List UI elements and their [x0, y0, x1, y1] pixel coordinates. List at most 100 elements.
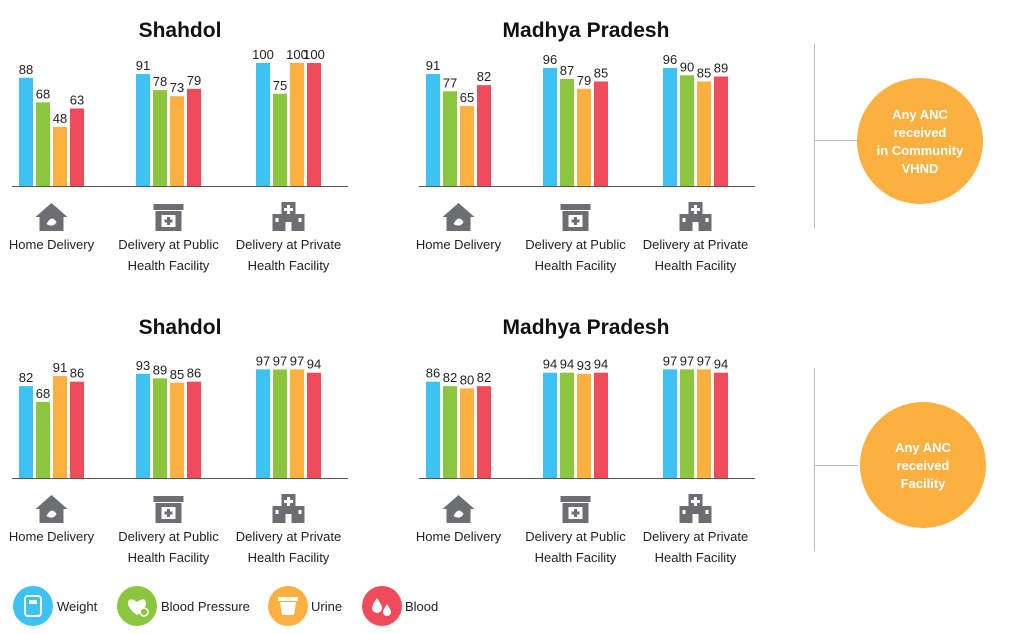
legend-item: Blood Pressure — [117, 586, 250, 626]
annotation-text: VHND — [902, 161, 939, 176]
bar — [187, 88, 201, 186]
category-label: Delivery at Public — [525, 237, 626, 252]
category-label: Health Facility — [535, 550, 617, 565]
home-icon — [442, 495, 475, 523]
category-label: Health Facility — [248, 550, 330, 565]
bar — [697, 81, 711, 186]
data-label: 65 — [460, 90, 474, 105]
data-label: 89 — [714, 61, 728, 76]
bar — [136, 74, 150, 186]
legend-item: Weight — [13, 586, 98, 626]
category-label: Health Facility — [535, 258, 617, 273]
bar — [273, 93, 287, 186]
data-label: 94 — [714, 357, 728, 372]
data-label: 68 — [36, 386, 50, 401]
bar — [53, 376, 67, 478]
bar — [36, 401, 50, 478]
bar — [19, 77, 33, 186]
data-label: 78 — [153, 74, 167, 89]
data-label: 94 — [594, 357, 608, 372]
data-label: 100 — [286, 47, 308, 62]
bar — [560, 372, 574, 478]
bar — [543, 372, 557, 478]
data-label: 79 — [577, 73, 591, 88]
data-label: 82 — [477, 370, 491, 385]
public-facility-icon — [560, 496, 591, 523]
bar — [560, 78, 574, 186]
data-label: 85 — [697, 65, 711, 80]
bar — [70, 108, 84, 186]
annotation-text: Any ANC — [895, 440, 951, 455]
bar — [443, 91, 457, 186]
category-label: Home Delivery — [416, 529, 502, 544]
data-label: 97 — [697, 353, 711, 368]
bar — [443, 386, 457, 478]
bar — [290, 63, 304, 186]
data-label: 97 — [256, 353, 270, 368]
home-icon — [442, 203, 475, 231]
category-label: Health Facility — [248, 258, 330, 273]
category-label: Health Facility — [128, 550, 210, 565]
bar — [680, 369, 694, 478]
bar — [663, 369, 677, 478]
category-annotation: Any ANC received Facility — [814, 368, 986, 551]
category-label: Home Delivery — [9, 237, 95, 252]
data-label: 97 — [680, 353, 694, 368]
data-label: 85 — [170, 367, 184, 382]
private-hospital-icon — [272, 202, 305, 231]
annotation-circle — [857, 78, 983, 204]
category-label: Delivery at Private — [236, 237, 341, 252]
bar — [426, 74, 440, 186]
data-label: 80 — [460, 372, 474, 387]
bar — [153, 90, 167, 186]
data-label: 86 — [187, 366, 201, 381]
bar — [170, 382, 184, 478]
bar — [307, 372, 321, 478]
private-hospital-icon — [679, 494, 712, 523]
category-label: Delivery at Private — [643, 237, 748, 252]
bar — [577, 88, 591, 186]
category-label: Health Facility — [655, 258, 737, 273]
data-label: 97 — [273, 353, 287, 368]
category-label: Delivery at Private — [643, 529, 748, 544]
bar — [594, 372, 608, 478]
bar — [577, 373, 591, 478]
annotation-circle — [860, 402, 986, 528]
urine-cup-icon — [278, 597, 298, 615]
weight-scale-icon — [24, 595, 42, 617]
category-label: Health Facility — [128, 258, 210, 273]
data-label: 91 — [136, 58, 150, 73]
data-label: 79 — [187, 73, 201, 88]
annotation-text: received — [894, 125, 947, 140]
data-label: 82 — [477, 69, 491, 84]
chart-title: Shahdol — [139, 316, 222, 339]
bar — [273, 369, 287, 478]
category-annotation: Any ANC received in Community VHND — [814, 44, 983, 228]
bar — [170, 96, 184, 186]
data-label: 89 — [153, 362, 167, 377]
bar — [460, 106, 474, 186]
data-label: 100 — [303, 47, 325, 62]
legend-swatch — [362, 586, 402, 626]
bar — [256, 63, 270, 186]
bar — [256, 369, 270, 478]
category-label: Delivery at Public — [118, 529, 219, 544]
data-label: 90 — [680, 59, 694, 74]
data-label: 96 — [543, 52, 557, 67]
bar — [477, 85, 491, 186]
bar — [19, 386, 33, 478]
data-label: 68 — [36, 86, 50, 101]
data-label: 82 — [19, 370, 33, 385]
bar — [714, 372, 728, 478]
data-label: 87 — [560, 63, 574, 78]
category-label: Home Delivery — [9, 529, 95, 544]
bar — [36, 102, 50, 186]
bar — [697, 369, 711, 478]
legend-label: Weight — [57, 599, 98, 614]
data-label: 48 — [53, 111, 67, 126]
bar — [663, 67, 677, 186]
